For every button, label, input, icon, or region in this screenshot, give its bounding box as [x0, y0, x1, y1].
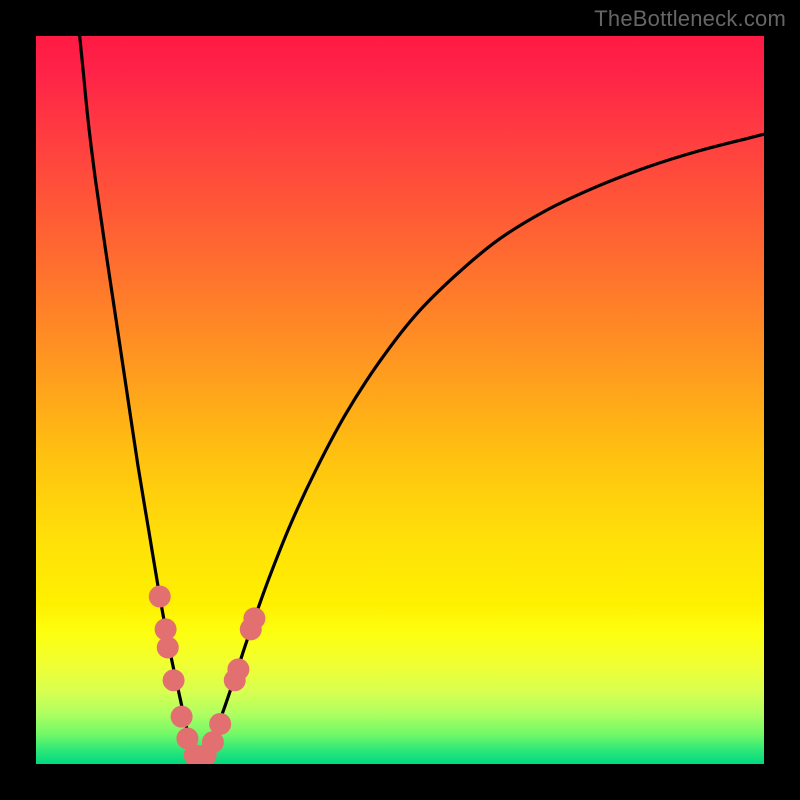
- data-dot: [157, 637, 179, 659]
- chart-container: TheBottleneck.com: [0, 0, 800, 800]
- watermark-text: TheBottleneck.com: [594, 6, 786, 32]
- plot-background: [36, 36, 764, 764]
- data-dot: [227, 658, 249, 680]
- data-dot: [163, 669, 185, 691]
- data-dot: [149, 586, 171, 608]
- data-dot: [209, 713, 231, 735]
- bottleneck-chart: [0, 0, 800, 800]
- data-dot: [243, 607, 265, 629]
- data-dot: [171, 706, 193, 728]
